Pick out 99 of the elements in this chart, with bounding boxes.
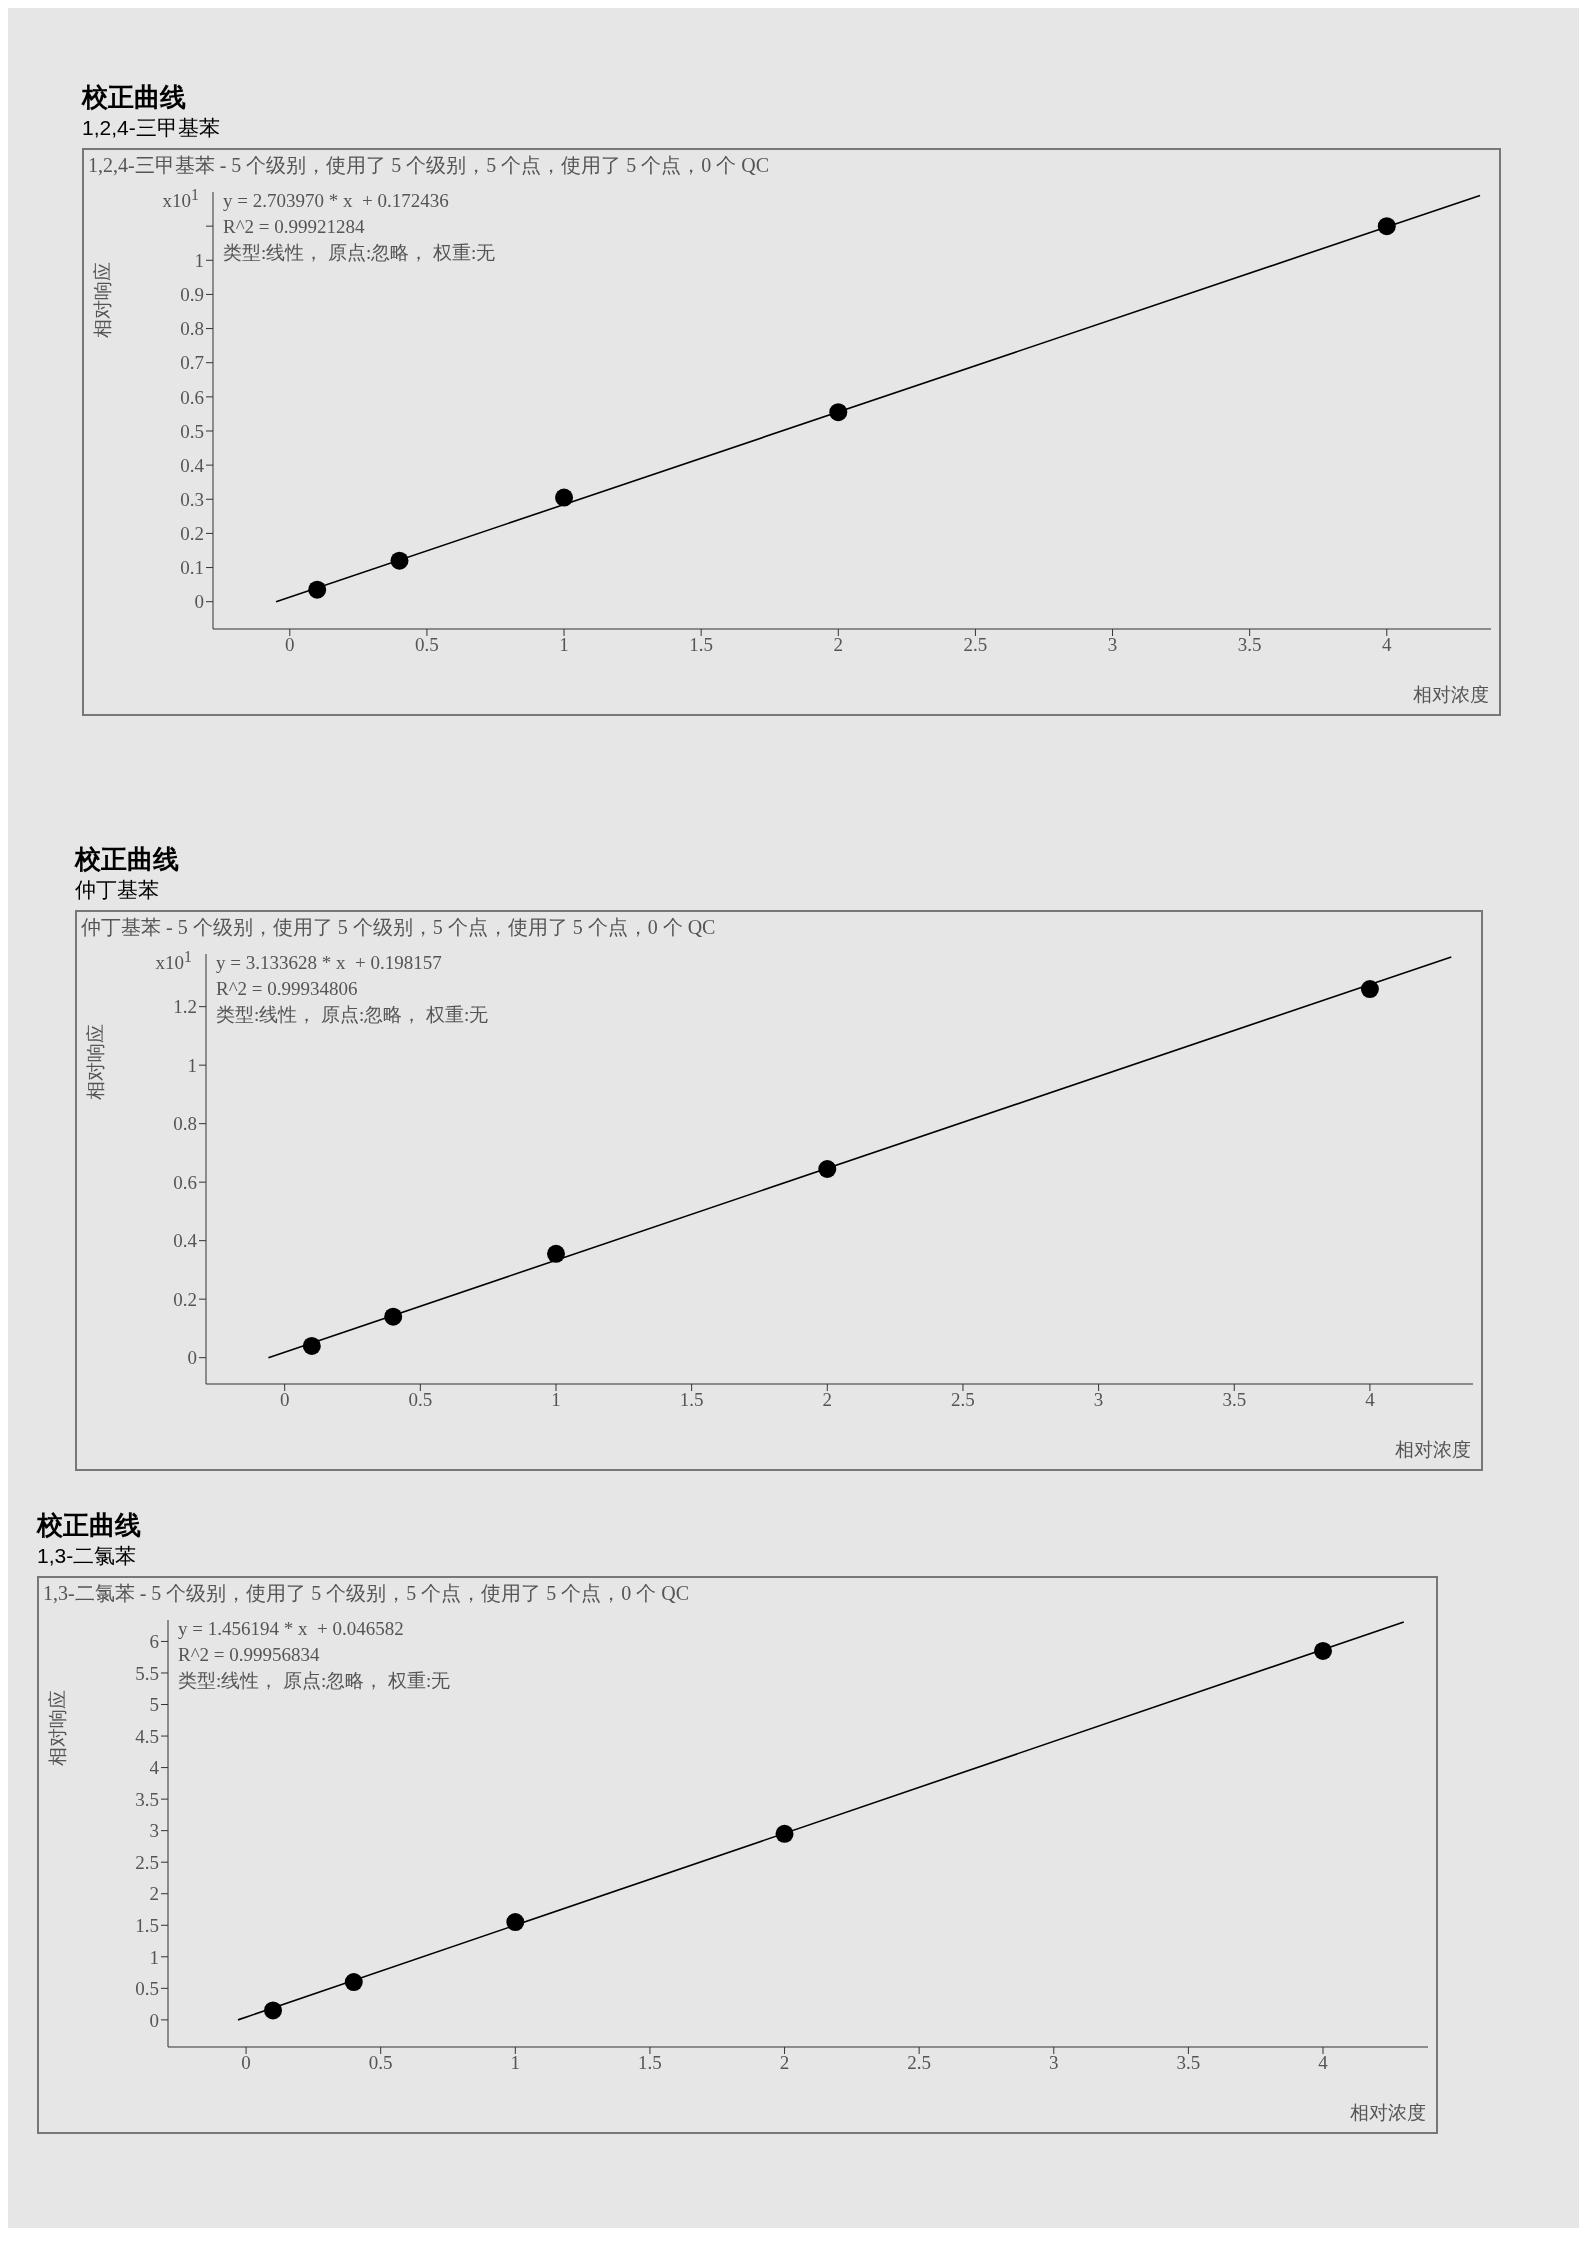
y-tick-label: 0.5 [180,420,204,442]
point [308,580,327,599]
y-tick-label: 2 [149,1883,159,1905]
y-tick-label: 0.2 [180,523,204,545]
point [506,1913,525,1932]
y-tick-label: 0.2 [173,1288,197,1310]
x-tick-label: 1.5 [638,2052,662,2074]
x-tick-label: 0 [279,1389,290,1411]
x-axis-title: 相对浓度 [1413,683,1489,707]
chart-subtitle: 1,3-二氯苯 [37,1543,138,1569]
y-tick-label: 0.7 [180,352,204,374]
x-tick-label: 2 [822,1389,833,1411]
x-tick-label: 3 [1049,2052,1059,2074]
x-tick-label: 1.5 [679,1389,704,1411]
x-tick-label: 3 [1093,1389,1104,1411]
y-tick-label: 1 [149,1946,159,1968]
annotation: R^2 = 0.99934806 [216,977,359,1001]
point [555,488,574,507]
y-tick-label: 3 [149,1820,159,1842]
x-tick-label: 1 [559,634,569,656]
y-tick-label: 0.1 [180,557,204,579]
point [775,1824,794,1843]
point [344,1973,363,1992]
y-tick-label: 6 [149,1631,159,1653]
x-tick-label: 2 [779,2052,790,2074]
y-tick-label: 1 [194,250,204,272]
annotation: 类型:线性， 原点:忽略， 权重:无 [178,1669,451,1693]
y-tick-label: 0.4 [173,1230,198,1252]
point [390,551,409,570]
text: x10$^{1}$ [162,186,199,213]
x-tick-label: 1 [551,1389,561,1411]
y-tick-label: 0.9 [180,284,204,306]
annotation: R^2 = 0.99956834 [178,1643,321,1667]
chart-title: 校正曲线 [75,843,180,876]
text: 1,2,4-三甲基苯 - 5 个级别，使用了 5 个级别，5 个点，使用了 5 个点，0 个 QC [88,153,770,178]
y-tick-label: 2.5 [135,1851,159,1873]
y-tick-label: 1 [187,1054,197,1076]
chart-subtitle: 仲丁基苯 [75,877,160,903]
y-tick-label: 1.2 [173,996,197,1018]
x-tick-label: 2 [833,634,844,656]
y-tick-label: 0.4 [180,454,205,476]
x-tick-label: 2.5 [963,634,988,656]
point [302,1336,321,1355]
chart-title: 校正曲线 [82,81,187,114]
x-tick-label: 2.5 [907,2052,932,2074]
y-tick-label: 0.6 [180,386,204,408]
x-tick-label: 3.5 [1222,1389,1247,1411]
point [1314,1641,1332,1660]
x-tick-label: 1 [510,2052,521,2074]
x-tick-label: 0 [285,634,295,656]
annotation: 类型:线性， 原点:忽略， 权重:无 [216,1003,489,1027]
y-tick-label: 1.5 [135,1915,159,1937]
annotation: 类型:线性， 原点:忽略， 权重:无 [223,241,496,265]
y-tick-label: 0.6 [173,1171,197,1193]
annotation: y = 2.703970 * x + 0.172436 [223,189,450,213]
point [264,2001,282,2020]
chart-subtitle: 1,2,4-三甲基苯 [82,115,221,141]
x-tick-label: 3 [1107,634,1118,656]
y-axis-title: 相对响应 [84,1024,107,1100]
annotation: y = 1.456194 * x + 0.046582 [178,1617,405,1641]
annotation: R^2 = 0.99921284 [223,215,366,239]
x-tick-label: 4 [1365,1389,1376,1411]
y-tick-label: 4.5 [135,1725,159,1747]
y-tick-label: 0.8 [180,318,204,340]
y-tick-label: 0 [149,2009,159,2031]
x-tick-label: 3.5 [1176,2052,1201,2074]
x-tick-label: 0.5 [415,634,439,656]
chart-title: 校正曲线 [37,1509,142,1542]
point [1360,980,1379,999]
x-tick-label: 4 [1318,2052,1329,2074]
x-axis-title: 相对浓度 [1350,2101,1426,2125]
point [384,1307,403,1326]
y-tick-label: 4 [149,1757,160,1779]
y-tick-label: 0 [194,591,204,613]
point [829,403,848,422]
y-tick-label: 0.8 [173,1113,197,1135]
x-tick-label: 1.5 [689,634,714,656]
point [546,1244,565,1263]
x-tick-label: 2.5 [951,1389,975,1411]
x-axis-title: 相对浓度 [1395,1438,1471,1462]
x-tick-label: 0.5 [368,2052,393,2074]
annotation: y = 3.133628 * x + 0.198157 [216,951,443,975]
y-tick-label: 0.5 [135,1978,159,2000]
text: 1,3-二氯苯 - 5 个级别，使用了 5 个级别，5 个点，使用了 5 个点，0 个 QC [43,1581,690,1606]
point [1377,217,1396,236]
text: x10$^{1}$ [155,948,192,975]
x-tick-label: 0.5 [408,1389,433,1411]
x-tick-label: 4 [1382,634,1393,656]
text: 仲丁基苯 - 5 个级别，使用了 5 个级别，5 个点，使用了 5 个点，0 个 QC [81,915,716,940]
y-tick-label: 5.5 [135,1662,159,1684]
point [818,1160,837,1178]
x-tick-label: 0 [241,2052,251,2074]
y-axis-title: 相对响应 [91,262,114,338]
y-tick-label: 0.3 [180,489,204,511]
y-axis-title: 相对响应 [46,1690,69,1766]
x-tick-label: 3.5 [1237,634,1262,656]
y-tick-label: 5 [149,1694,159,1716]
y-tick-label: 0 [187,1347,197,1369]
y-tick-label: 3.5 [135,1788,159,1810]
